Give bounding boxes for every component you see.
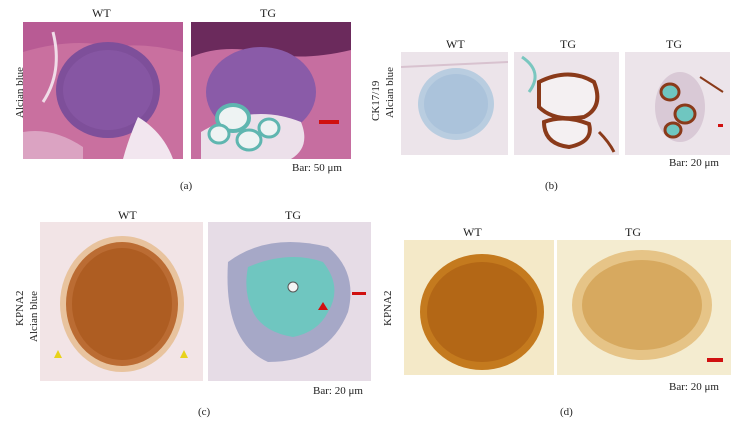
panel-b-caption: (b) xyxy=(545,180,558,192)
panel-d-tg-micrograph xyxy=(557,240,731,375)
panel-c-tg-arrowhead xyxy=(318,302,328,310)
panel-b-col-label-tg2: TG xyxy=(666,37,682,51)
panel-c-row-label-1: KPNA2 xyxy=(14,290,26,326)
panel-b-scale-text: Bar: 20 μm xyxy=(669,157,719,169)
panel-b-row-label-1: CK17/19 xyxy=(370,80,382,121)
panel-d-col-label-wt: WT xyxy=(463,225,482,239)
panel-c-col-label-wt: WT xyxy=(118,208,137,222)
panel-a-caption: (a) xyxy=(180,180,193,192)
panel-a-wt-micrograph xyxy=(23,22,183,159)
panel-a-col-label-tg: TG xyxy=(260,6,276,20)
panel-b-row-label-2: Alcian blue xyxy=(384,66,396,118)
panel-b-tg2-micrograph xyxy=(625,52,730,155)
panel-c-scale-bar xyxy=(352,292,366,295)
panel-c-scale-text: Bar: 20 μm xyxy=(313,385,363,397)
panel-b-scale-bar xyxy=(718,124,723,127)
panel-b-col-label-wt: WT xyxy=(446,37,465,51)
panel-c-tg-micrograph xyxy=(208,222,371,381)
panel-c-col-label-tg: TG xyxy=(285,208,301,222)
panel-b-col-label-tg1: TG xyxy=(560,37,576,51)
panel-c-caption: (c) xyxy=(198,406,211,418)
panel-d-wt-micrograph xyxy=(404,240,554,375)
panel-a-tg-micrograph xyxy=(191,22,351,159)
panel-c-wt-left-arrowhead xyxy=(54,350,62,358)
panel-a-scale-bar xyxy=(319,120,339,124)
panel-d-scale-text: Bar: 20 μm xyxy=(669,381,719,393)
panel-c-wt-micrograph xyxy=(40,222,203,381)
panel-a-col-label-wt: WT xyxy=(92,6,111,20)
panel-d-caption: (d) xyxy=(560,406,573,418)
panel-b-wt-micrograph xyxy=(401,52,508,155)
panel-a-scale-text: Bar: 50 μm xyxy=(292,162,342,174)
panel-d-scale-bar xyxy=(707,358,723,362)
panel-d-row-label: KPNA2 xyxy=(382,290,394,326)
panel-c-wt-right-arrowhead xyxy=(180,350,188,358)
panel-d-col-label-tg: TG xyxy=(625,225,641,239)
panel-b-tg1-micrograph xyxy=(514,52,619,155)
